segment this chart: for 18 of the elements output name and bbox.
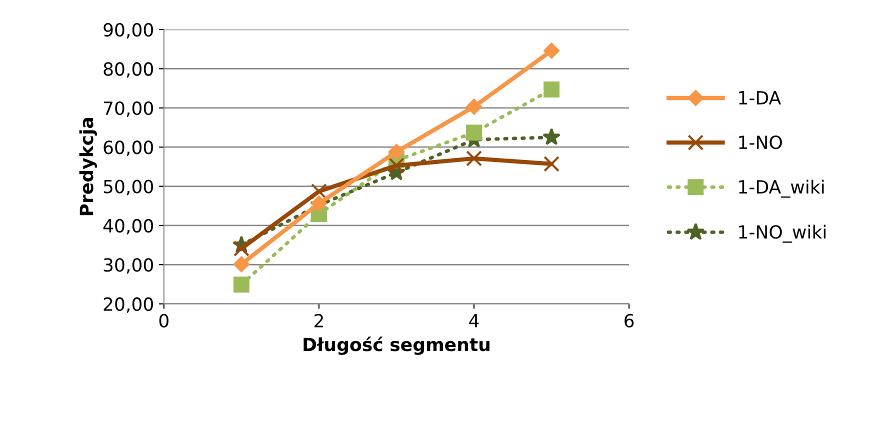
y-tick-label: 80,00 [104,62,153,78]
y-axis-title: Predykcja [79,118,97,216]
legend-label: 1-NO_wiki [739,224,826,243]
x-tick-label: 2 [314,314,323,328]
y-tick-label: 70,00 [104,101,153,117]
legend-label: 1-DA_wiki [739,180,824,198]
x-tick-label: 0 [159,314,168,328]
y-tick-label: 50,00 [104,180,153,196]
y-tick-label: 60,00 [104,140,153,156]
x-axis-title: Długość segmentu [304,336,490,355]
y-tick-label: 40,00 [103,218,153,234]
y-tick-label: 90,00 [104,23,153,38]
legend-label: 1-NO [739,135,782,150]
legend-label: 1-DA [739,91,781,104]
y-tick-label: 30,00 [104,258,153,274]
y-tick-label: 20,00 [104,297,153,313]
x-tick-label: 4 [469,314,479,328]
x-tick-label: 6 [624,314,634,328]
